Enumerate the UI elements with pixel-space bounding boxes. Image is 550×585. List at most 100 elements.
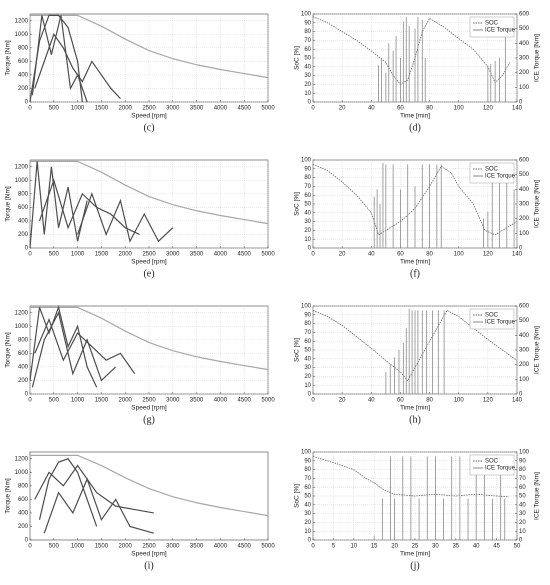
x-tick-label: 0 — [311, 252, 315, 258]
y2-tick-label: 200 — [519, 70, 530, 76]
x-tick-label: 1500 — [95, 252, 109, 258]
y-tick-label: 0 — [308, 392, 312, 398]
legend-label: ICE Torque — [485, 466, 516, 472]
y-tick-label: 60 — [304, 193, 311, 199]
y-tick-label: 50 — [304, 494, 311, 500]
y2-tick-label: 300 — [519, 56, 530, 62]
y-axis-label: Torque [Nm] — [5, 478, 12, 514]
x-tick-label: 40 — [368, 398, 375, 404]
y-axis-label: SoC [%] — [294, 484, 301, 508]
x-tick-label: 2500 — [142, 398, 156, 404]
y2-axis-label: ICE Torque [Nm] — [534, 34, 541, 82]
y-tick-label: 0 — [25, 538, 29, 544]
y-tick-label: 80 — [304, 467, 311, 473]
series-line — [38, 458, 98, 527]
y-tick-label: 600 — [18, 205, 29, 211]
y-axis-label: Torque [Nm] — [5, 186, 12, 222]
y2-tick-label: 600 — [519, 12, 530, 18]
x-tick-label: 1000 — [71, 106, 85, 112]
y-tick-label: 40 — [304, 210, 311, 216]
caption: (j) — [410, 560, 419, 571]
y2-tick-label: 80 — [519, 467, 526, 473]
series-line — [29, 161, 88, 249]
x-tick-label: 15 — [371, 544, 378, 550]
x-tick-label: 35 — [452, 544, 459, 550]
x-tick-label: 50 — [514, 544, 521, 550]
legend-box — [469, 454, 515, 476]
y-tick-label: 30 — [304, 73, 311, 79]
series-line — [38, 178, 140, 236]
y2-tick-label: 90 — [519, 458, 526, 464]
series-line — [31, 15, 88, 103]
y2-tick-label: 50 — [519, 494, 526, 500]
x-tick-label: 0 — [311, 398, 315, 404]
series-line — [30, 14, 269, 79]
x-tick-label: 3000 — [166, 398, 180, 404]
y-tick-label: 400 — [18, 511, 29, 517]
x-tick-label: 2000 — [119, 398, 133, 404]
y-axis-label: SoC [%] — [294, 338, 301, 362]
y2-tick-label: 400 — [519, 333, 530, 339]
caption: (i) — [144, 560, 153, 571]
x-tick-label: 2500 — [142, 106, 156, 112]
y2-tick-label: 0 — [519, 538, 523, 544]
y-tick-label: 10 — [304, 529, 311, 535]
y2-tick-label: 100 — [519, 85, 530, 91]
y-tick-label: 50 — [304, 202, 311, 208]
x-axis-label: Time [min] — [400, 405, 430, 412]
x-tick-label: 3500 — [190, 398, 204, 404]
y-tick-label: 100 — [301, 12, 312, 18]
x-tick-label: 3500 — [190, 106, 204, 112]
caption: (c) — [143, 122, 154, 133]
y-tick-label: 600 — [18, 59, 29, 65]
x-tick-label: 80 — [426, 252, 433, 258]
x-tick-label: 20 — [339, 106, 346, 112]
x-tick-label: 0 — [28, 398, 32, 404]
y-tick-label: 0 — [25, 246, 29, 252]
y2-tick-label: 200 — [519, 216, 530, 222]
x-axis-label: Speed [rpm] — [131, 551, 167, 558]
legend-label: ICE Torque — [485, 174, 516, 180]
x-tick-label: 2000 — [119, 252, 133, 258]
y-tick-label: 90 — [304, 458, 311, 464]
y-tick-label: 200 — [18, 86, 29, 92]
y-tick-label: 200 — [18, 232, 29, 238]
y2-tick-label: 400 — [519, 41, 530, 47]
y-tick-label: 30 — [304, 365, 311, 371]
y2-tick-label: 30 — [519, 511, 526, 517]
y2-tick-label: 100 — [519, 231, 530, 237]
x-tick-label: 0 — [311, 544, 315, 550]
y-tick-label: 50 — [304, 348, 311, 354]
y-axis-label: SoC [%] — [294, 192, 301, 216]
x-tick-label: 40 — [368, 252, 375, 258]
x-tick-label: 0 — [311, 106, 315, 112]
y-tick-label: 200 — [18, 378, 29, 384]
y-tick-label: 600 — [18, 351, 29, 357]
x-tick-label: 120 — [483, 106, 494, 112]
x-tick-label: 10 — [350, 544, 357, 550]
x-tick-label: 2000 — [119, 544, 133, 550]
subplot: 0 5 10 15 20 25 30 35 40 45 5001020304050607080901… — [294, 450, 541, 572]
y-tick-label: 0 — [308, 538, 312, 544]
x-tick-label: 500 — [49, 544, 60, 550]
y-tick-label: 70 — [304, 184, 311, 190]
caption: (d) — [409, 122, 421, 133]
y-tick-label: 50 — [304, 56, 311, 62]
y-tick-label: 80 — [304, 175, 311, 181]
subplot: 0 20 40 60 80 100 120 1400102030405060708090100… — [294, 304, 541, 426]
y2-tick-label: 600 — [519, 158, 530, 164]
subplot: 0 20 40 60 80 100 120 1400102030405060708090100… — [294, 158, 541, 280]
y-tick-label: 30 — [304, 219, 311, 225]
y-tick-label: 20 — [304, 82, 311, 88]
y2-tick-label: 500 — [519, 172, 530, 178]
series-line — [30, 454, 269, 517]
series-line — [30, 306, 269, 371]
y-tick-label: 800 — [18, 45, 29, 51]
y-tick-label: 1200 — [15, 18, 29, 24]
y-tick-label: 20 — [304, 374, 311, 380]
x-axis-label: Speed [rpm] — [131, 259, 167, 266]
y2-tick-label: 300 — [519, 202, 530, 208]
subplot: 0 500 1000 1500 2000 2500 3000 3500 4000 4500 5000… — [5, 159, 275, 279]
y-tick-label: 1000 — [15, 178, 29, 184]
